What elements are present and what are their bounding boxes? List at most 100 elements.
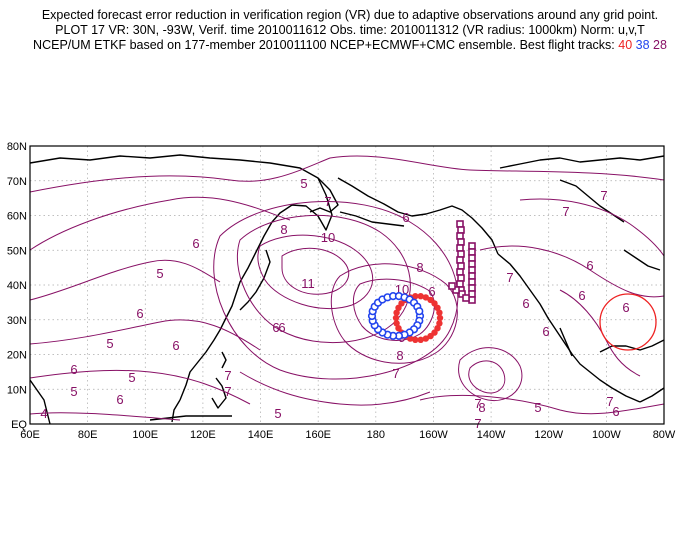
- lon-label: 160E: [305, 429, 331, 441]
- track-red-point: [422, 294, 429, 301]
- lon-label: 100W: [592, 429, 621, 441]
- track-purple-point: [468, 266, 476, 274]
- contour-label: 6: [622, 300, 629, 315]
- contour-lines: [29, 155, 665, 421]
- track-blue-point: [415, 307, 424, 316]
- track-purple-point: [456, 256, 464, 264]
- contour-label: 6: [578, 288, 585, 303]
- track-purple-point: [468, 290, 476, 298]
- track-purple-point: [456, 232, 464, 240]
- contour-label: 6: [542, 324, 549, 339]
- lon-label: 160W: [419, 429, 448, 441]
- contour-label: 7: [606, 394, 613, 409]
- contour-label: 8: [280, 222, 287, 237]
- track-label-blue: 38: [635, 38, 650, 52]
- map-frame: [29, 145, 665, 425]
- lat-label: EQ: [11, 419, 27, 431]
- track-red-point: [436, 309, 443, 316]
- track-purple-point: [462, 294, 470, 302]
- contour-label: 5: [534, 400, 541, 415]
- track-purple-point: [468, 284, 476, 292]
- track-purple-point: [468, 254, 476, 262]
- lon-label: 100E: [132, 429, 158, 441]
- lat-lon-grid: [30, 146, 664, 424]
- track-label-red: 40: [618, 38, 633, 52]
- track-red-point: [407, 335, 414, 342]
- header-line-1: Expected forecast error reduction in ver…: [41, 8, 659, 22]
- contour-label: 5: [300, 176, 307, 191]
- contour-label: 7: [392, 366, 399, 381]
- flight-tracks: [367, 220, 476, 343]
- track-purple-point: [468, 278, 476, 286]
- track-purple-point: [458, 290, 466, 298]
- track-red-point: [434, 304, 441, 311]
- track-red-point: [422, 335, 429, 342]
- lon-label: 60E: [20, 429, 40, 441]
- contour-label: 6: [586, 258, 593, 273]
- track-purple-point: [468, 272, 476, 280]
- contour-label: 7: [474, 396, 481, 411]
- contour-label: 7: [506, 270, 513, 285]
- track-red-point: [412, 293, 419, 300]
- track-purple-point: [456, 280, 464, 288]
- track-red-point: [417, 336, 424, 343]
- lon-label: 120W: [534, 429, 563, 441]
- contour-label: 10: [321, 230, 335, 245]
- lon-label: 80E: [78, 429, 98, 441]
- contour-label: 6: [428, 284, 435, 299]
- lat-label: 80N: [7, 141, 27, 153]
- track-purple-point: [468, 242, 476, 250]
- track-label-purple: 28: [653, 38, 667, 52]
- lon-label: 80W: [653, 429, 676, 441]
- track-purple-point: [468, 260, 476, 268]
- contour-label: 5: [274, 406, 281, 421]
- track-purple-point: [457, 262, 465, 270]
- lat-label: 10N: [7, 384, 27, 396]
- lon-label: 140E: [248, 429, 274, 441]
- contour-label: 7: [224, 384, 231, 399]
- contour-label: 11: [301, 276, 315, 291]
- coastlines: [29, 154, 665, 425]
- contour-label: 6: [612, 404, 619, 419]
- contour-label: 6: [172, 338, 179, 353]
- lat-label: 60N: [7, 211, 27, 223]
- contour-label: 5: [128, 370, 135, 385]
- contour-label: 6: [278, 320, 285, 335]
- track-red-point: [395, 325, 402, 332]
- lat-label: 20N: [7, 350, 27, 362]
- contour-label: 6: [70, 362, 77, 377]
- header-line-3-prefix: NCEP/UM ETKF based on 177-member 2010011…: [33, 38, 615, 52]
- contour-label: 8: [478, 400, 485, 415]
- track-red-point: [392, 314, 400, 322]
- header-line-3: NCEP/UM ETKF based on 177-member 2010011…: [0, 38, 700, 52]
- lon-label: 180: [367, 429, 385, 441]
- lat-label: 40N: [7, 280, 27, 292]
- track-purple-point: [468, 296, 476, 304]
- track-purple-point: [457, 238, 465, 246]
- contour-label: 6: [272, 320, 279, 335]
- contour-label: 7: [562, 204, 569, 219]
- latitude-labels: 80N 70N 60N 50N 40N 30N 20N 10N EQ: [7, 141, 28, 431]
- track-red-point: [393, 309, 400, 316]
- lat-label: 50N: [7, 245, 27, 257]
- track-purple-point: [448, 282, 456, 290]
- track-purple-point: [457, 226, 465, 234]
- contour-label: 6: [522, 296, 529, 311]
- lon-label: 140W: [477, 429, 506, 441]
- track-purple-point: [457, 250, 465, 258]
- contour-label: 5: [70, 384, 77, 399]
- contour-label: 7: [324, 194, 331, 209]
- lon-label: 120E: [190, 429, 216, 441]
- contour-label: 6: [116, 392, 123, 407]
- contour-label: 7: [600, 188, 607, 203]
- track-red-point: [436, 320, 443, 327]
- longitude-labels: 60E 80E 100E 120E 140E 160E 180 160W 140W 120W 100…: [20, 429, 676, 441]
- contour-label: 4: [40, 406, 47, 421]
- track-purple-point: [456, 220, 464, 228]
- header-line-2: PLOT 17 VR: 30N, -93W, Verif. time 20100…: [55, 23, 645, 37]
- contour-label: 6: [402, 210, 409, 225]
- contour-labels: 5766565655674568101168109877767667676857…: [40, 176, 629, 431]
- track-red-point: [393, 320, 400, 327]
- verification-region-circle: [599, 293, 657, 351]
